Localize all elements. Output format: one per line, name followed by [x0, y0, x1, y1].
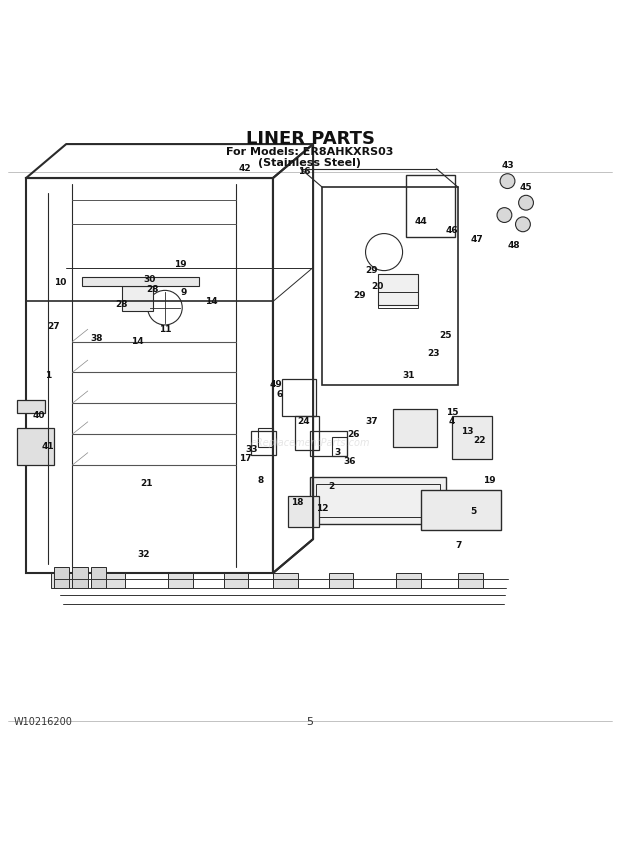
Text: 41: 41 [42, 442, 54, 451]
Text: 5: 5 [306, 717, 314, 728]
Bar [251, 431, 276, 455]
Bar [378, 274, 418, 305]
Bar [294, 416, 319, 449]
Bar [100, 573, 125, 588]
Text: 33: 33 [245, 445, 258, 454]
Bar [421, 490, 502, 530]
Text: 12: 12 [316, 503, 329, 513]
Text: 28: 28 [146, 285, 159, 294]
Text: 16: 16 [298, 168, 310, 176]
Text: 42: 42 [239, 164, 252, 173]
Text: 38: 38 [91, 334, 104, 343]
Text: 6: 6 [276, 389, 282, 399]
Text: 28: 28 [115, 300, 128, 309]
Text: 22: 22 [474, 436, 486, 445]
Text: 24: 24 [298, 418, 310, 426]
Bar [310, 478, 446, 524]
Bar [168, 573, 193, 588]
Text: 7: 7 [455, 541, 461, 550]
Text: 37: 37 [365, 418, 378, 426]
Bar [17, 401, 45, 413]
Text: 48: 48 [507, 241, 520, 251]
Bar [322, 187, 458, 385]
Circle shape [518, 195, 533, 210]
Bar [273, 573, 298, 588]
Polygon shape [82, 276, 199, 286]
Text: 21: 21 [140, 479, 153, 488]
Bar [288, 496, 319, 526]
Text: 8: 8 [257, 476, 264, 485]
Text: 25: 25 [440, 331, 452, 340]
Bar [282, 378, 316, 416]
Text: 47: 47 [471, 235, 483, 244]
Text: W10216200: W10216200 [14, 717, 73, 728]
Bar [54, 567, 69, 588]
Bar [393, 409, 436, 447]
Bar [122, 286, 153, 311]
Bar [332, 437, 347, 455]
Bar [224, 573, 248, 588]
Text: 43: 43 [501, 161, 514, 170]
Circle shape [497, 208, 512, 223]
Text: 40: 40 [32, 411, 45, 420]
Bar [26, 178, 273, 573]
Text: 29: 29 [365, 266, 378, 275]
Circle shape [516, 217, 530, 232]
Text: 20: 20 [372, 282, 384, 290]
Text: 2: 2 [329, 482, 335, 491]
Text: 26: 26 [347, 430, 360, 438]
Text: 9: 9 [180, 288, 187, 297]
Bar [396, 573, 421, 588]
Text: 15: 15 [446, 408, 458, 417]
Text: 49: 49 [270, 380, 283, 389]
Text: (Stainless Steel): (Stainless Steel) [259, 158, 361, 168]
Text: 30: 30 [143, 276, 156, 284]
Bar [378, 292, 418, 307]
Bar [405, 175, 455, 236]
Circle shape [500, 174, 515, 188]
Text: 14: 14 [131, 337, 143, 346]
Bar [257, 428, 273, 447]
Text: 4: 4 [449, 418, 455, 426]
Text: 11: 11 [159, 324, 171, 334]
Text: 29: 29 [353, 291, 366, 300]
Text: 10: 10 [54, 278, 66, 288]
Text: For Models: ER8AHKXRS03: For Models: ER8AHKXRS03 [226, 146, 394, 157]
Text: 3: 3 [335, 449, 341, 457]
Bar [452, 416, 492, 459]
Bar [316, 484, 440, 518]
Bar [91, 567, 106, 588]
Text: 32: 32 [137, 550, 149, 559]
Text: 19: 19 [483, 476, 495, 485]
Text: 46: 46 [446, 226, 458, 235]
Text: 23: 23 [427, 349, 440, 359]
Text: 44: 44 [415, 217, 427, 226]
Bar [17, 428, 54, 465]
Text: 18: 18 [291, 497, 304, 507]
Text: 14: 14 [205, 297, 218, 306]
Text: 13: 13 [461, 426, 474, 436]
Bar [310, 431, 347, 455]
Text: 5: 5 [471, 507, 477, 516]
Text: eReplacementParts.com: eReplacementParts.com [250, 438, 370, 449]
Text: 27: 27 [48, 322, 60, 330]
Text: 31: 31 [402, 371, 415, 380]
Text: 45: 45 [520, 183, 533, 192]
Bar [73, 567, 88, 588]
Text: 17: 17 [239, 455, 252, 463]
Text: 19: 19 [174, 260, 187, 269]
Text: LINER PARTS: LINER PARTS [246, 130, 374, 148]
Bar [329, 573, 353, 588]
Bar [458, 573, 483, 588]
Bar [51, 573, 76, 588]
Text: 36: 36 [344, 457, 356, 467]
Text: 1: 1 [45, 371, 51, 380]
